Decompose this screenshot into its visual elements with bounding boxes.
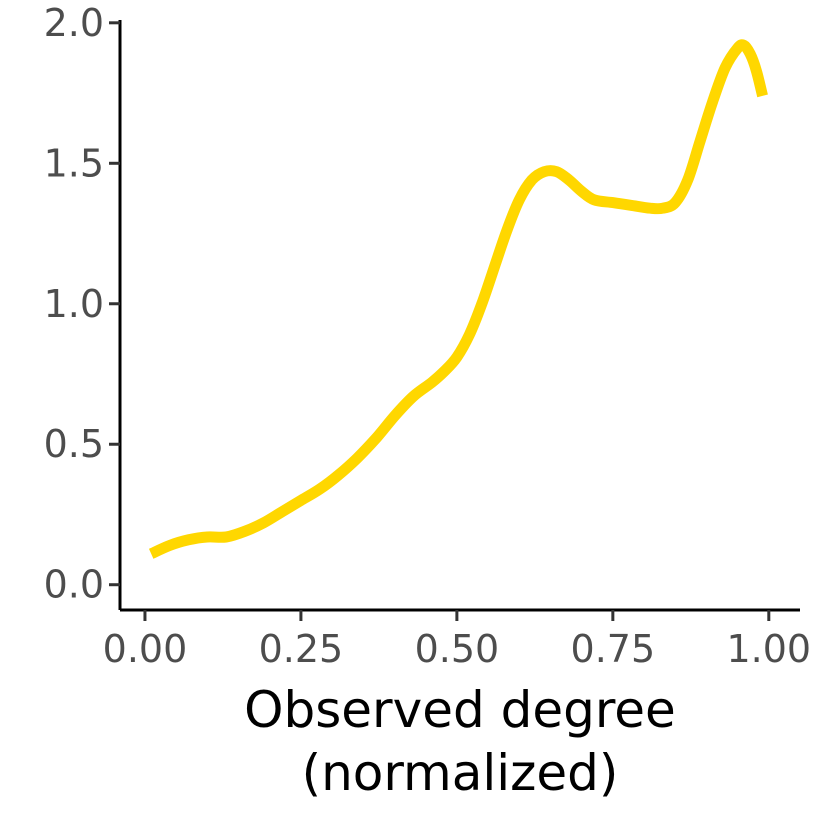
y-tick-label: 1.0 — [44, 282, 104, 326]
x-axis-title-line-2: (normalized) — [302, 744, 619, 802]
y-tick-label: 2.0 — [44, 1, 104, 45]
x-tick-label: 0.25 — [259, 627, 344, 671]
series-layer — [148, 39, 768, 559]
series-line — [148, 39, 768, 559]
y-axis: 0.0 0.5 1.0 1.5 2.0 — [44, 1, 122, 610]
y-tick-label: 1.5 — [44, 141, 104, 185]
y-tick-label: 0.5 — [44, 422, 104, 466]
y-tick-label: 0.0 — [44, 563, 104, 607]
x-tick-label: 0.50 — [415, 627, 500, 671]
x-tick-label: 0.75 — [571, 627, 656, 671]
x-axis-title-line-1: Observed degree — [244, 681, 676, 739]
x-axis: 0.00 0.25 0.50 0.75 1.00 — [103, 608, 812, 671]
x-tick-label: 0.00 — [103, 627, 188, 671]
x-tick-label: 1.00 — [727, 627, 812, 671]
